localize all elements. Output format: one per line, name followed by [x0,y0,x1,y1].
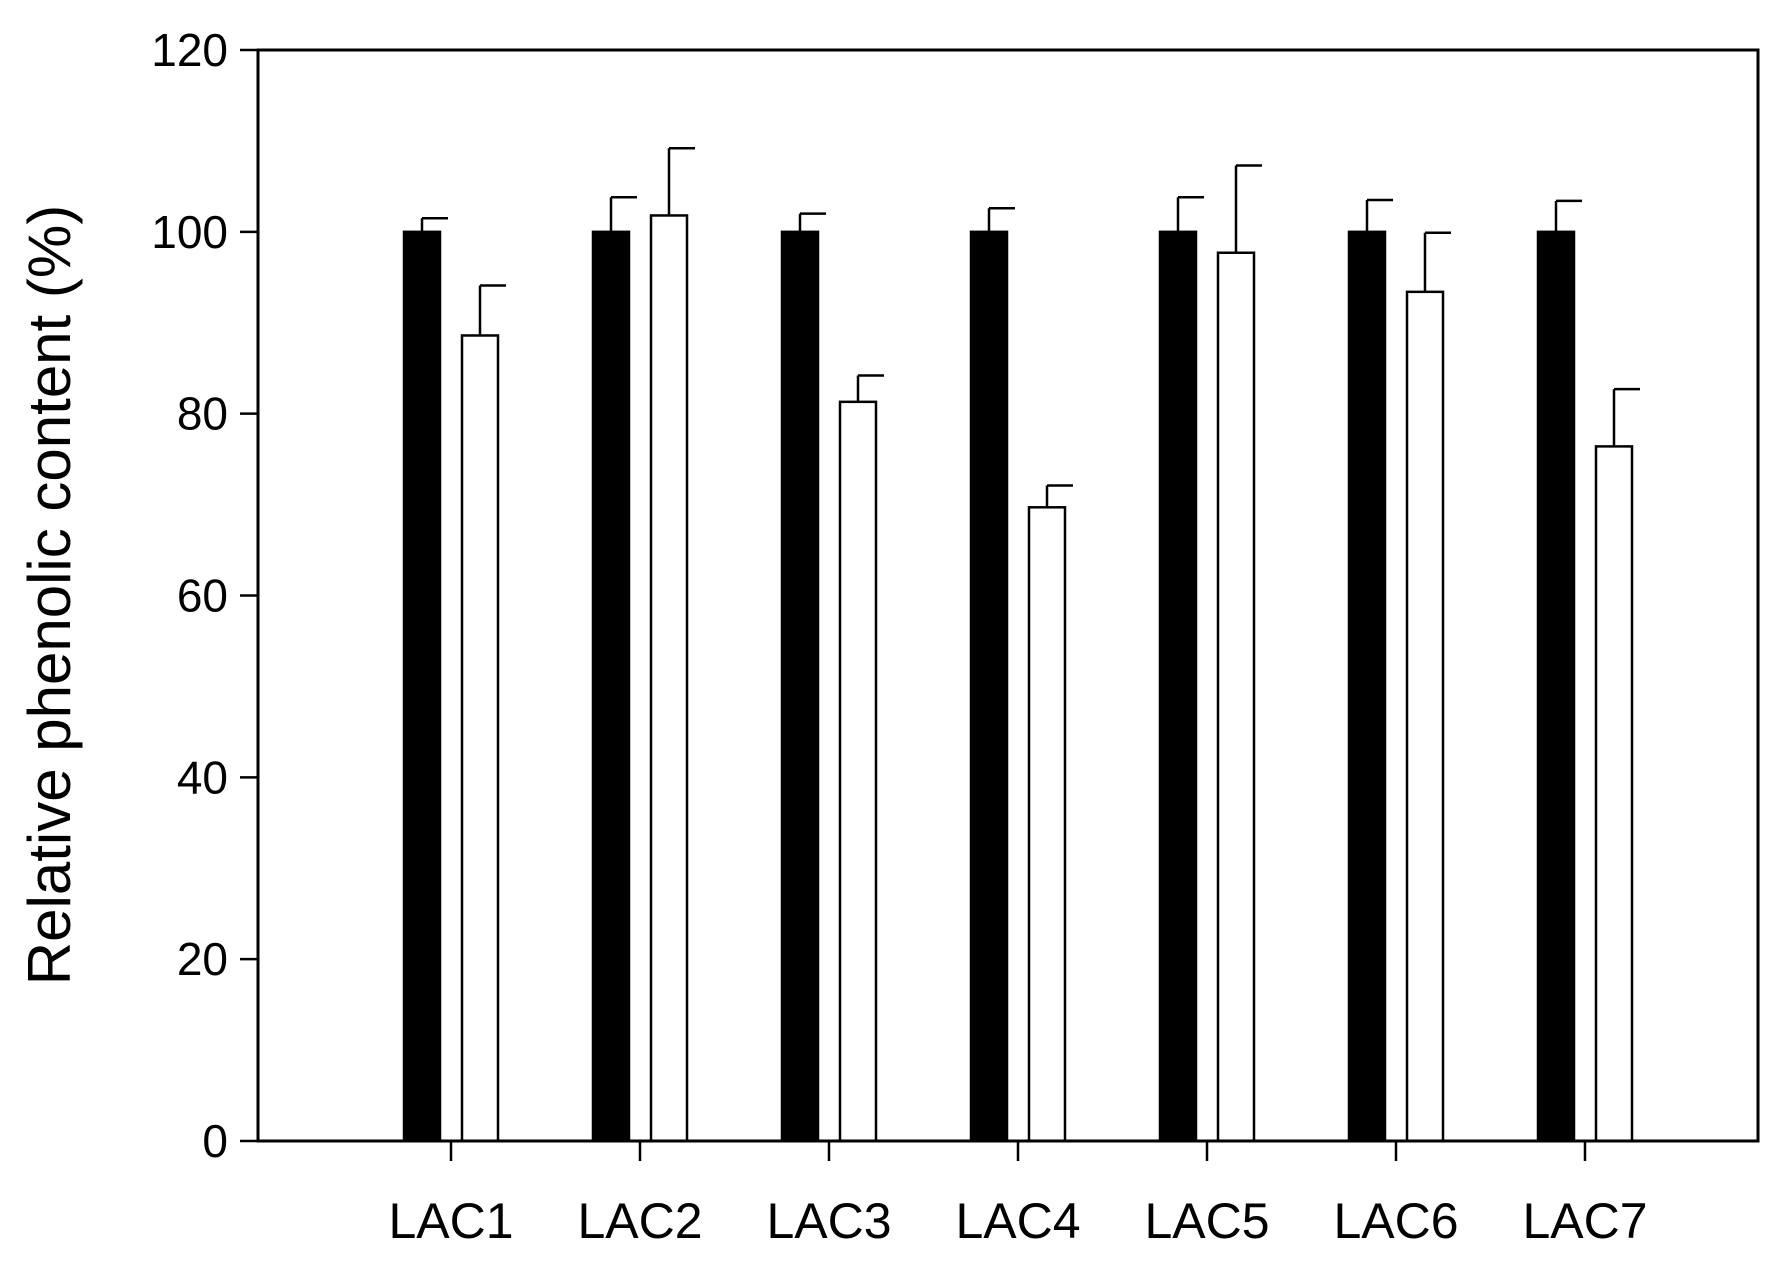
y-tick-label: 60 [177,570,228,622]
y-tick-label: 40 [177,751,228,803]
bar [1216,251,1256,1143]
plot-frame [256,48,1760,1143]
bar [1594,445,1634,1143]
bar [591,230,631,1143]
x-tick-label: LAC2 [577,1193,702,1249]
bar [1347,230,1387,1143]
bar [1158,230,1198,1143]
plot-area: LAC1 LAC2 LAC3 LAC4 LAC5 LAC6 LAC7 0 20 40 60 80 100… [151,24,1760,1249]
bar [1405,290,1445,1143]
x-tick-label: LAC4 [955,1193,1080,1249]
y-axis-title: Relative phenolic content (%) [16,205,83,985]
x-tick-label: LAC5 [1144,1193,1269,1249]
y-tick-label: 20 [177,933,228,985]
x-tick-label: LAC1 [388,1193,513,1249]
bar [460,334,500,1143]
x-tick-label: LAC7 [1522,1193,1647,1249]
bar [1536,230,1576,1143]
bar [649,214,689,1143]
bar [1027,506,1067,1143]
x-tick-label: LAC6 [1333,1193,1458,1249]
bar [402,230,442,1143]
bar [838,400,878,1143]
y-tick-label: 100 [151,206,228,258]
bar [969,230,1009,1143]
x-tick-label: LAC3 [766,1193,891,1249]
bar [780,230,820,1143]
y-tick-label: 120 [151,24,228,76]
y-tick-label: 80 [177,388,228,440]
y-tick-label: 0 [202,1115,228,1167]
